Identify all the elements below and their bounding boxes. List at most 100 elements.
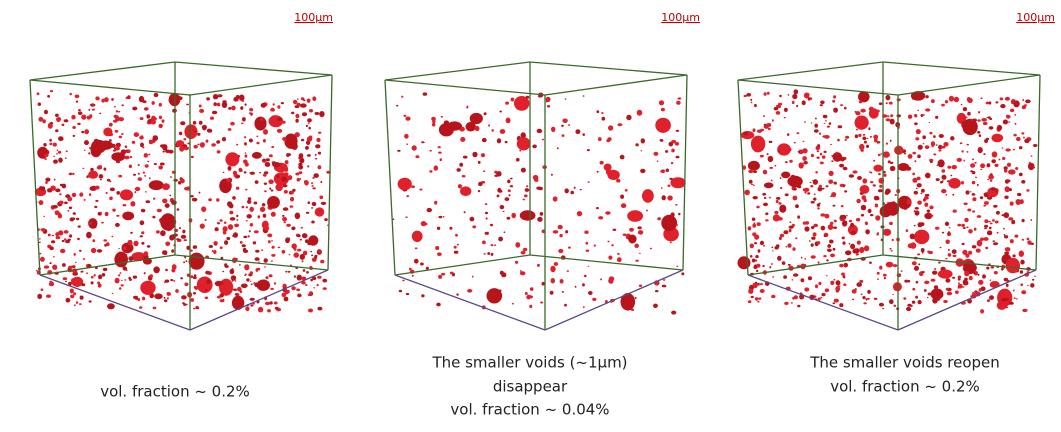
- void: [77, 225, 81, 228]
- void: [158, 102, 162, 107]
- void: [263, 225, 270, 231]
- void: [813, 193, 816, 196]
- void: [477, 160, 481, 164]
- void: [519, 210, 536, 221]
- void: [929, 205, 934, 210]
- void: [162, 150, 165, 153]
- void: [317, 250, 322, 253]
- void: [471, 275, 474, 278]
- void: [137, 177, 143, 181]
- void: [1028, 161, 1031, 165]
- void: [867, 208, 872, 214]
- void: [52, 264, 58, 270]
- void: [914, 207, 919, 210]
- void: [973, 227, 977, 231]
- void: [778, 102, 783, 106]
- void: [291, 111, 295, 115]
- void: [268, 179, 274, 184]
- void: [519, 271, 526, 276]
- void: [801, 100, 806, 106]
- void: [677, 97, 682, 100]
- void: [752, 128, 756, 132]
- void: [843, 186, 845, 188]
- void: [885, 94, 891, 101]
- void: [913, 190, 918, 195]
- void: [239, 241, 243, 244]
- void: [777, 217, 783, 221]
- void: [1018, 146, 1023, 150]
- void: [138, 95, 145, 103]
- void: [89, 221, 92, 225]
- void: [226, 178, 231, 183]
- void: [1001, 147, 1004, 149]
- void: [608, 125, 614, 131]
- void: [905, 229, 909, 233]
- void: [810, 243, 814, 247]
- void: [127, 239, 133, 246]
- void: [914, 229, 930, 245]
- void: [51, 234, 55, 237]
- void: [526, 185, 529, 188]
- void: [774, 164, 777, 167]
- cube-edge: [384, 61, 531, 81]
- void: [851, 231, 856, 235]
- void: [94, 205, 98, 209]
- void: [983, 193, 986, 195]
- void: [296, 102, 301, 107]
- void: [903, 297, 907, 300]
- void: [785, 246, 788, 248]
- void: [802, 140, 805, 142]
- void: [103, 167, 107, 171]
- void: [752, 196, 758, 200]
- void: [1003, 277, 1009, 282]
- void: [94, 185, 100, 190]
- void: [291, 243, 297, 249]
- void: [244, 264, 250, 271]
- void: [72, 126, 76, 129]
- void: [162, 183, 170, 191]
- void: [608, 255, 613, 260]
- void: [665, 150, 669, 153]
- void: [976, 183, 979, 187]
- void: [863, 302, 867, 305]
- void: [515, 242, 521, 248]
- void: [223, 221, 227, 224]
- void: [119, 287, 122, 290]
- void: [748, 288, 754, 294]
- void: [962, 249, 968, 255]
- void: [82, 258, 86, 260]
- void: [222, 100, 227, 103]
- void: [86, 175, 89, 179]
- void: [316, 137, 321, 143]
- void: [474, 125, 480, 132]
- void: [837, 125, 843, 129]
- void: [197, 132, 201, 136]
- void: [771, 119, 774, 122]
- void: [798, 179, 802, 182]
- void: [1009, 201, 1014, 206]
- void: [90, 281, 94, 285]
- void: [133, 132, 139, 138]
- caption: The smaller voids reopen: [809, 354, 1000, 372]
- void: [769, 166, 773, 169]
- void: [945, 287, 950, 291]
- void: [765, 219, 769, 222]
- void: [1026, 189, 1030, 192]
- void: [520, 132, 526, 139]
- void: [756, 129, 763, 133]
- void: [929, 158, 934, 162]
- void: [892, 293, 894, 295]
- void: [762, 169, 768, 175]
- void: [804, 258, 807, 260]
- void: [307, 242, 313, 246]
- void: [884, 204, 888, 209]
- void: [277, 246, 281, 249]
- void: [763, 123, 767, 127]
- void: [1012, 254, 1016, 258]
- void: [201, 206, 207, 212]
- void: [287, 270, 291, 273]
- void: [235, 186, 240, 190]
- void: [877, 153, 881, 157]
- void: [74, 94, 80, 99]
- void: [50, 185, 56, 191]
